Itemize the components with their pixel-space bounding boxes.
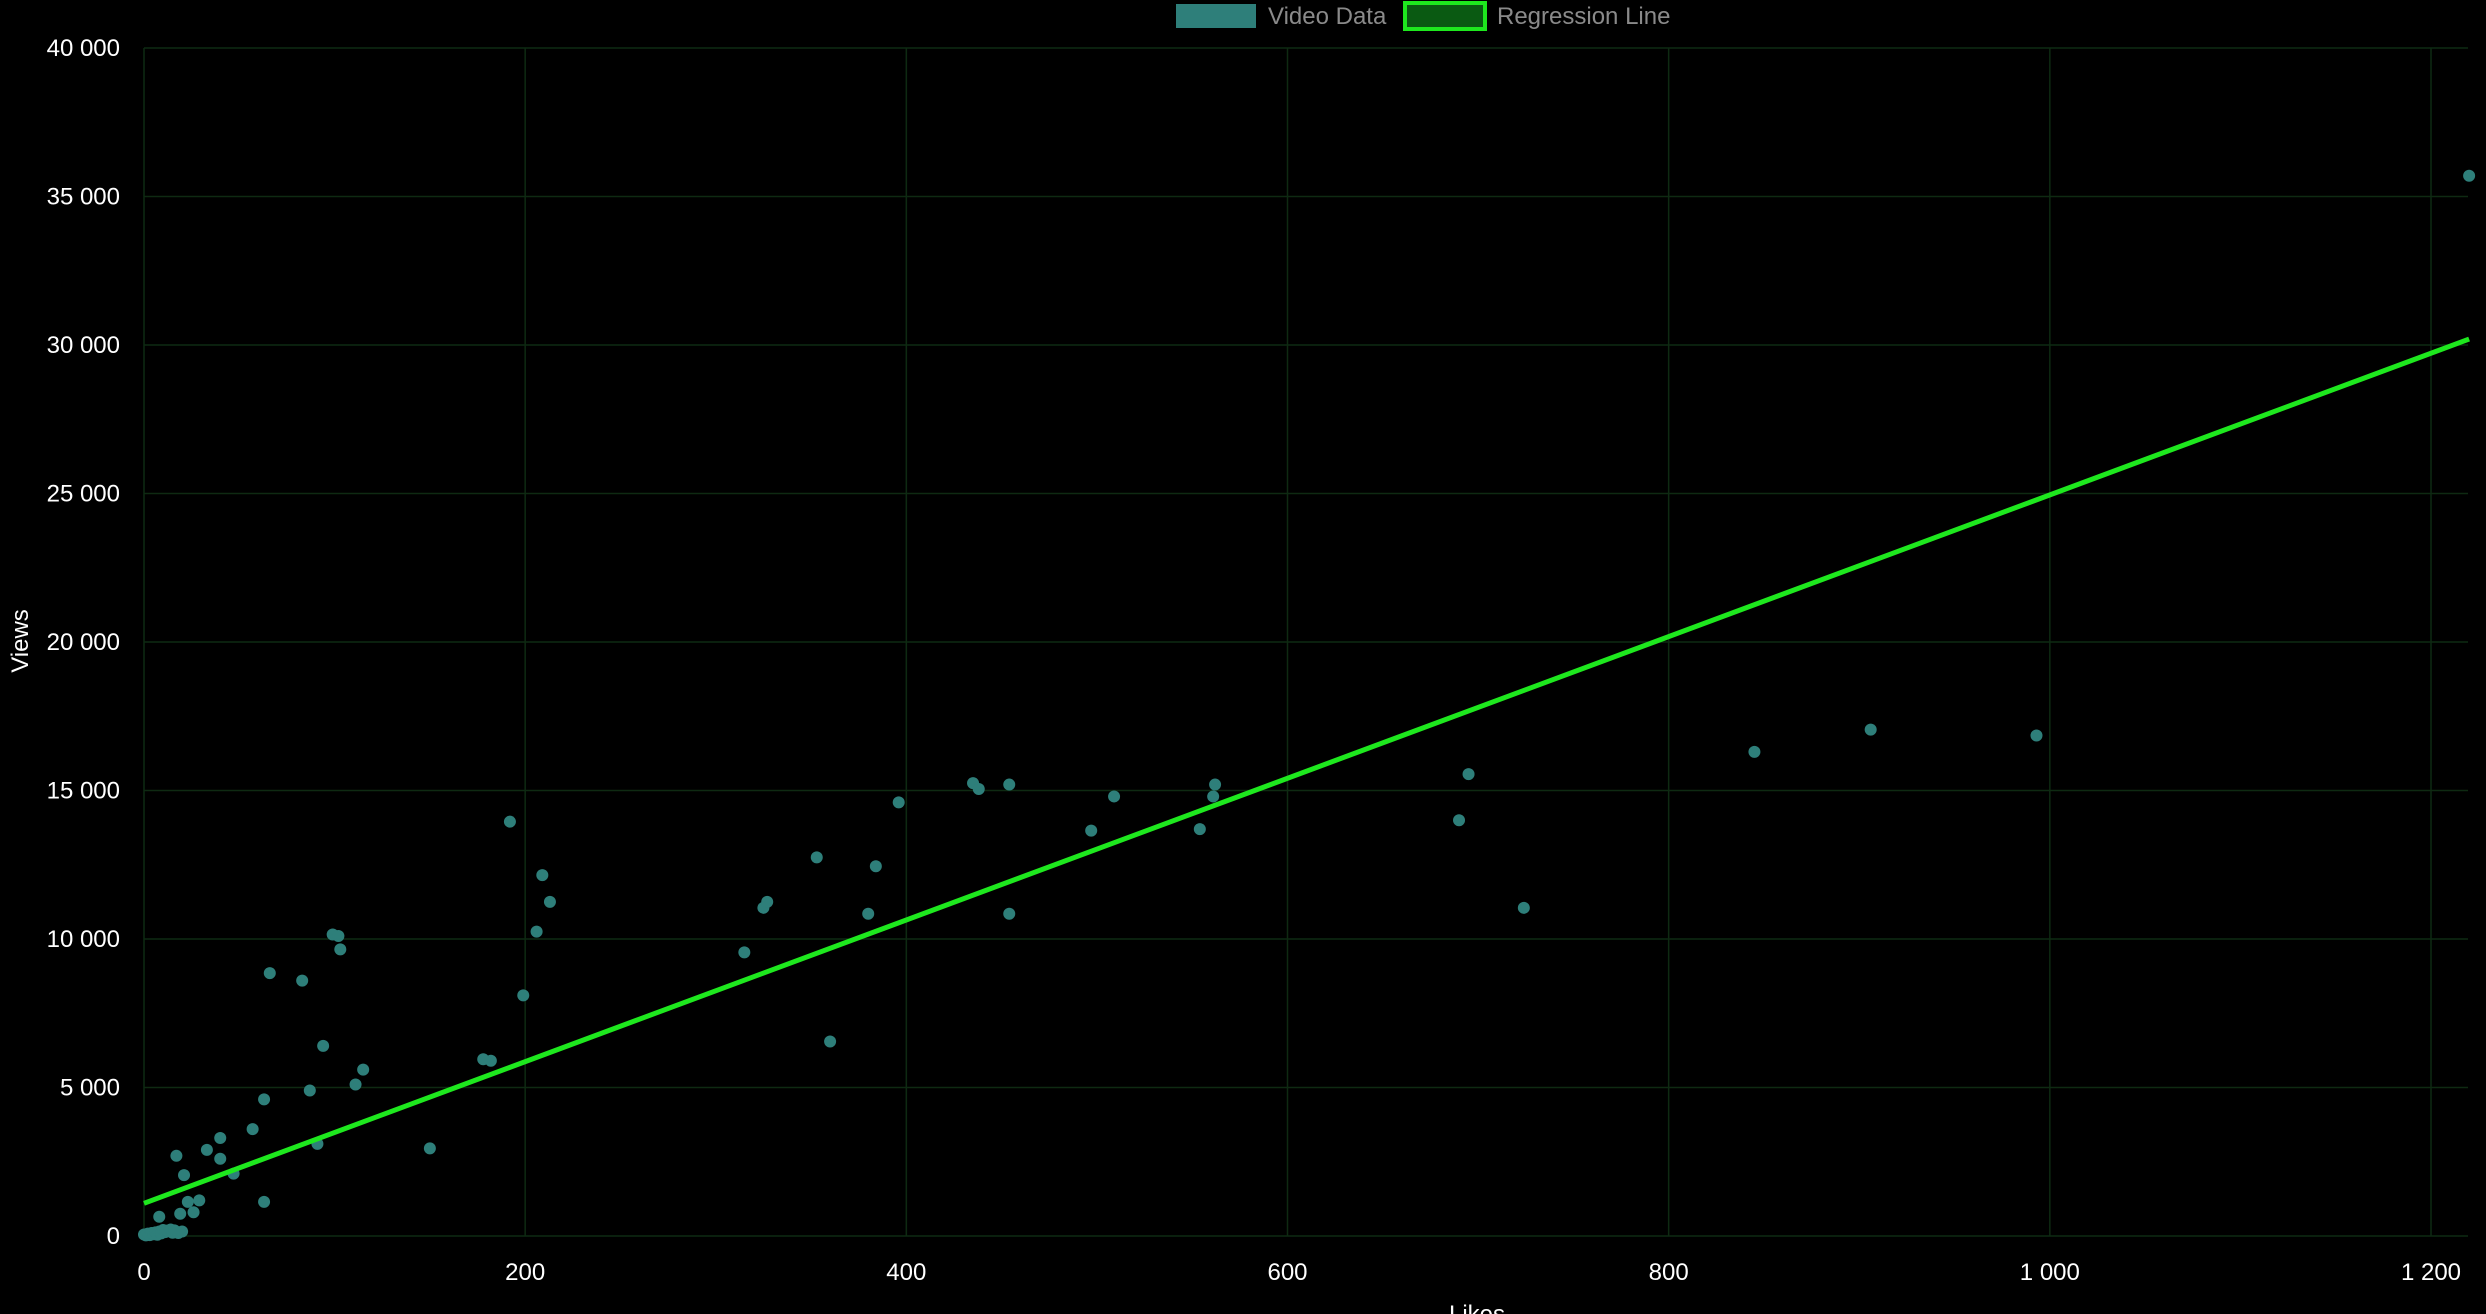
data-point[interactable] <box>543 895 556 908</box>
data-point[interactable] <box>1748 745 1761 758</box>
data-point[interactable] <box>296 974 309 987</box>
data-point[interactable] <box>869 860 882 873</box>
y-tick-label: 10 000 <box>47 926 120 953</box>
data-point[interactable] <box>187 1206 200 1219</box>
data-point[interactable] <box>2030 729 2043 742</box>
y-tick-label: 35 000 <box>47 184 120 211</box>
data-point[interactable] <box>357 1063 370 1076</box>
x-tick-label: 800 <box>1649 1259 1689 1286</box>
data-point[interactable] <box>170 1149 183 1162</box>
y-tick-label: 20 000 <box>47 629 120 656</box>
data-point[interactable] <box>761 895 774 908</box>
data-point[interactable] <box>423 1142 436 1155</box>
data-point[interactable] <box>1108 790 1121 803</box>
legend-label-regression-line: Regression Line <box>1497 3 1670 30</box>
data-point[interactable] <box>1462 768 1475 781</box>
legend: Video Data Regression Line <box>1176 1 1670 31</box>
x-tick-label: 200 <box>505 1259 545 1286</box>
data-point[interactable] <box>536 869 549 882</box>
data-point[interactable] <box>332 930 345 943</box>
data-point[interactable] <box>181 1195 194 1208</box>
grid-layer <box>143 47 2468 1237</box>
data-point[interactable] <box>517 989 530 1002</box>
data-point[interactable] <box>503 815 516 828</box>
data-point[interactable] <box>530 925 543 938</box>
y-axis-title: Views <box>7 609 34 673</box>
data-point[interactable] <box>1207 790 1220 803</box>
data-point[interactable] <box>334 943 347 956</box>
regression-layer <box>143 336 2470 1206</box>
data-point[interactable] <box>972 783 985 796</box>
x-tick-label: 400 <box>886 1259 926 1286</box>
data-point[interactable] <box>1085 824 1098 837</box>
x-axis-title: Likes <box>1449 1301 1505 1314</box>
data-point[interactable] <box>824 1035 837 1048</box>
scatter-points <box>138 169 2476 1242</box>
y-tick-label: 30 000 <box>47 332 120 359</box>
data-point[interactable] <box>1003 778 1016 791</box>
data-point[interactable] <box>892 796 905 809</box>
y-tick-label: 25 000 <box>47 481 120 508</box>
data-point[interactable] <box>1193 823 1206 836</box>
legend-item-regression-line[interactable]: Regression Line <box>1403 1 1670 31</box>
data-point[interactable] <box>214 1131 227 1144</box>
x-tick-label: 1 000 <box>2020 1259 2080 1286</box>
x-tick-label: 0 <box>137 1259 150 1286</box>
data-point[interactable] <box>303 1084 316 1097</box>
data-point[interactable] <box>153 1210 166 1223</box>
data-point[interactable] <box>2463 169 2476 182</box>
data-point[interactable] <box>176 1225 189 1238</box>
data-point[interactable] <box>810 851 823 864</box>
legend-swatch-regression-line <box>1403 1 1487 31</box>
data-point[interactable] <box>193 1194 206 1207</box>
y-tick-label: 0 <box>107 1223 120 1250</box>
data-point[interactable] <box>1453 814 1466 827</box>
x-tick-label: 600 <box>1267 1259 1307 1286</box>
data-point[interactable] <box>1864 723 1877 736</box>
data-point[interactable] <box>317 1039 330 1052</box>
data-point[interactable] <box>738 946 751 959</box>
y-tick-label: 5 000 <box>60 1075 120 1102</box>
data-point[interactable] <box>246 1123 259 1136</box>
x-axis-ticks: 0 200 400 600 800 1 000 1 200 <box>137 1259 2461 1286</box>
y-tick-label: 40 000 <box>47 35 120 62</box>
data-point[interactable] <box>349 1078 362 1091</box>
data-point[interactable] <box>1209 778 1222 791</box>
data-point[interactable] <box>258 1093 271 1106</box>
y-tick-label: 15 000 <box>47 778 120 805</box>
data-point[interactable] <box>484 1054 497 1067</box>
data-point[interactable] <box>1517 901 1530 914</box>
x-tick-label: 1 200 <box>2401 1259 2461 1286</box>
data-point[interactable] <box>862 907 875 920</box>
legend-label-video-data: Video Data <box>1268 3 1387 30</box>
data-point[interactable] <box>263 967 276 980</box>
legend-swatch-video-data <box>1176 4 1256 28</box>
data-point[interactable] <box>258 1195 271 1208</box>
data-point[interactable] <box>174 1207 187 1220</box>
y-axis-ticks: 0 5 000 10 000 15 000 20 000 25 000 30 000 35 0… <box>47 35 120 1250</box>
data-point[interactable] <box>178 1169 191 1182</box>
legend-item-video-data[interactable]: Video Data <box>1176 3 1387 30</box>
data-point[interactable] <box>200 1143 213 1156</box>
data-point[interactable] <box>214 1152 227 1165</box>
regression-line <box>143 336 2470 1206</box>
data-point[interactable] <box>1003 907 1016 920</box>
